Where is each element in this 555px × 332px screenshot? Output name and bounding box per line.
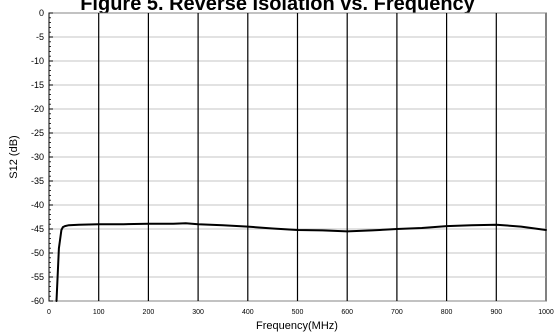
- y-tick-label: -15: [31, 80, 44, 90]
- x-axis-label: Frequency(MHz): [256, 320, 338, 332]
- y-tick-label: -40: [31, 200, 44, 210]
- y-tick-label: -50: [31, 248, 44, 258]
- y-tick-label: -60: [31, 296, 44, 306]
- x-tick-label: 500: [292, 309, 304, 316]
- x-tick-label: 300: [192, 309, 204, 316]
- x-tick-label: 400: [242, 309, 254, 316]
- x-tick-label: 600: [341, 309, 353, 316]
- x-ticks: 0 100 200 300 400 500 600 700 800 900 1000: [47, 309, 554, 316]
- y-tick-label: -10: [31, 56, 44, 66]
- x-tick-label: 800: [441, 309, 453, 316]
- y-tick-label: -25: [31, 128, 44, 138]
- x-tick-label: 100: [93, 309, 105, 316]
- y-tick-label: -55: [31, 272, 44, 282]
- y-tick-label: 0: [39, 8, 44, 18]
- chart-title: Figure 5. Reverse Isolation vs. Frequenc…: [80, 0, 475, 15]
- y-ticks: 0 -5 -10 -15 -20 -25 -30 -35 -40 -45 -50 -55 -60: [31, 8, 53, 306]
- x-tick-label: 700: [391, 309, 403, 316]
- y-tick-label: -20: [31, 104, 44, 114]
- series-layer: [55, 222, 547, 302]
- x-tick-label: 0: [47, 309, 51, 316]
- series-line-0: [55, 222, 547, 302]
- x-tick-label: 900: [490, 309, 502, 316]
- y-tick-label: -35: [31, 176, 44, 186]
- x-tick-label: 1000: [538, 309, 554, 316]
- y-axis-label: S12 (dB): [8, 135, 20, 178]
- x-tick-label: 200: [143, 309, 155, 316]
- y-tick-label: -45: [31, 224, 44, 234]
- y-tick-label: -30: [31, 152, 44, 162]
- grid: [49, 12, 546, 302]
- y-tick-label: -5: [36, 32, 44, 42]
